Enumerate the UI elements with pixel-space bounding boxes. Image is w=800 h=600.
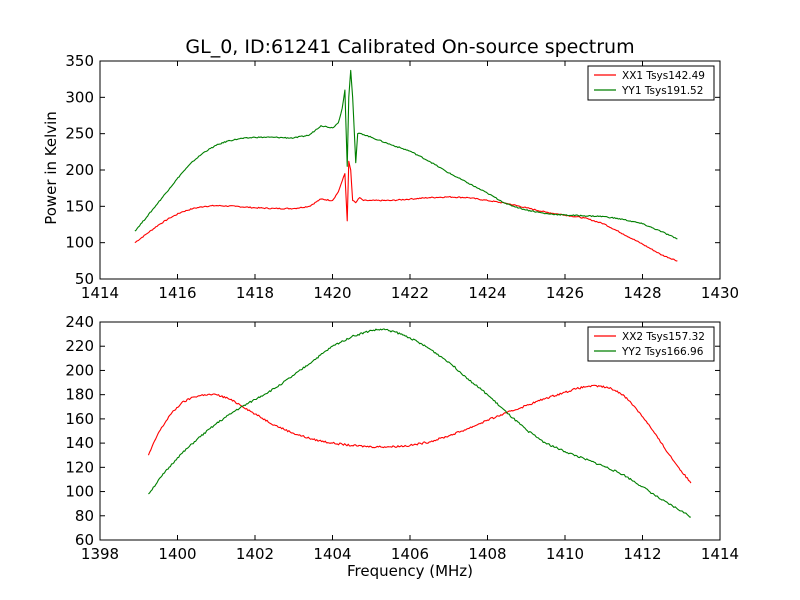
x-tick-label: 1416 [158,284,196,302]
bottom-spectrum-panel: 1398 1400 1402 1404 1406 1408 1410 1412 1414 60 80… [65,313,739,563]
legend-box [587,326,715,362]
y-tick-label: 200 [65,361,94,379]
x-tick-label: 1402 [236,545,274,563]
y-tick-label: 180 [65,386,94,404]
legend-box [587,65,715,101]
x-tick-label: 1420 [313,284,351,302]
top-y-axis-label: Power in Kelvin [42,111,60,225]
y-tick-label: 240 [65,313,94,331]
x-tick-label: 1418 [236,284,274,302]
y-tick-label: 80 [75,507,94,525]
x-tick-label: 1414 [81,284,119,302]
y-tick-label: 100 [65,483,94,501]
series-line-2-1 [147,384,692,484]
series-line-1-1 [134,160,678,262]
x-tick-label: 1430 [701,284,739,302]
y-tick-label: 100 [65,234,94,252]
y-tick-label: 120 [65,458,94,476]
y-tick-label: 220 [65,337,94,355]
y-tick-label: 300 [65,88,94,106]
top-spectrum-panel: 1414 1416 1418 1420 1422 1424 1426 1428 1430 50 10… [65,52,739,302]
y-tick-label: 250 [65,125,94,143]
x-tick-label: 1428 [623,284,661,302]
legend-entry: XX2 Tsys157.32 [622,331,705,343]
legend-entry: YY1 Tsys191.52 [621,85,703,97]
legend-entry: YY2 Tsys166.96 [621,346,704,358]
series-line-1-2 [134,69,678,240]
x-tick-label: 1426 [546,284,584,302]
x-tick-label: 1424 [468,284,506,302]
y-tick-label: 50 [75,270,94,288]
y-tick-label: 350 [65,52,94,70]
x-tick-label: 1412 [623,545,661,563]
legend-entry: XX1 Tsys142.49 [622,70,705,82]
x-tick-label: 1404 [313,545,351,563]
x-tick-label: 1408 [468,545,506,563]
x-tick-label: 1406 [391,545,429,563]
chart-title: GL_0, ID:61241 Calibrated On-source spec… [185,36,634,58]
y-tick-label: 150 [65,197,94,215]
x-tick-label: 1422 [391,284,429,302]
x-tick-label: 1414 [701,545,739,563]
x-tick-label: 1398 [81,545,119,563]
bottom-x-axis-label: Frequency (MHz) [347,562,473,580]
x-tick-label: 1410 [546,545,584,563]
y-tick-label: 140 [65,434,94,452]
y-tick-label: 200 [65,161,94,179]
y-tick-label: 160 [65,410,94,428]
y-tick-label: 60 [75,531,94,549]
x-tick-label: 1400 [158,545,196,563]
series-line-2-2 [148,328,691,518]
